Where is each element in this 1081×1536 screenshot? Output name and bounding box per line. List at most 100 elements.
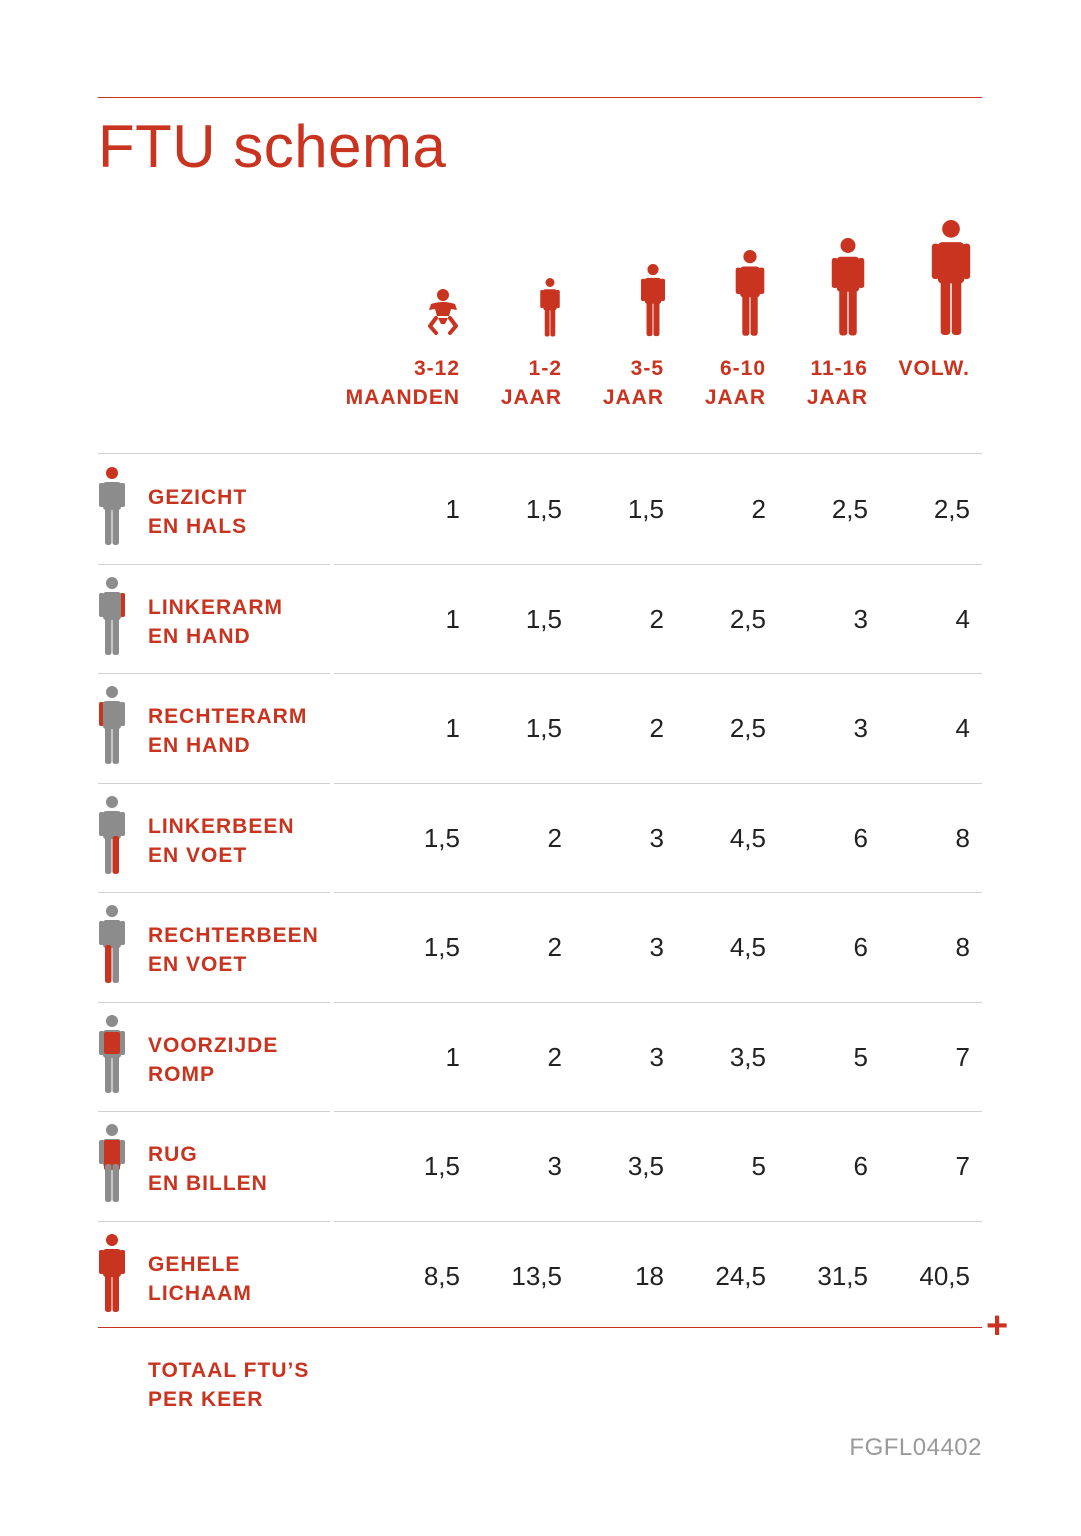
table-cell: 4,5 xyxy=(729,822,766,853)
age-label-line2: JAAR xyxy=(500,386,562,409)
table-cell: 2 xyxy=(547,1041,562,1072)
table-row: RUG EN BILLEN 1,5 3 3,5 5 6 7 xyxy=(98,1112,982,1221)
row-label-line1: LINKERBEEN xyxy=(148,814,295,838)
age-icon-6 xyxy=(931,220,971,343)
row-label: LINKERBEEN EN VOET xyxy=(148,812,295,870)
row-label-line1: RECHTERARM xyxy=(148,705,308,728)
table-cell: 2 xyxy=(649,603,664,634)
body-part-icon xyxy=(98,1014,126,1100)
toddler-icon xyxy=(540,278,560,337)
row-divider xyxy=(98,892,330,893)
table-cell: 40,5 xyxy=(919,1260,970,1291)
table-cell: 1 xyxy=(445,603,460,634)
body-part-icon xyxy=(98,576,126,662)
table-cell: 1,5 xyxy=(525,713,562,743)
table-cell: 4 xyxy=(955,603,970,634)
row-divider xyxy=(98,1220,330,1222)
age-icon-4 xyxy=(735,250,765,343)
table-cell: 3 xyxy=(853,603,868,634)
table-cell: 6 xyxy=(853,1151,868,1181)
left-leg-body-icon xyxy=(99,795,125,874)
child-icon xyxy=(735,250,765,336)
body-part-icon xyxy=(98,795,126,881)
table-cell: 5 xyxy=(853,1041,868,1072)
age-label-line1: 3-5 xyxy=(630,357,664,380)
table-cell: 6 xyxy=(853,932,868,962)
row-divider xyxy=(334,1220,982,1222)
child-icon xyxy=(640,264,666,337)
row-divider xyxy=(98,673,330,674)
table-cell: 3 xyxy=(649,1041,664,1072)
table-cell: 1 xyxy=(445,713,460,743)
table-cell: 8 xyxy=(955,932,970,962)
table-row: RECHTERARM EN HAND 1 1,5 2 2,5 3 4 xyxy=(98,674,982,783)
row-divider xyxy=(334,1001,982,1003)
table-cell: 8,5 xyxy=(423,1260,460,1291)
table-cell: 2 xyxy=(649,713,664,743)
age-icon-3 xyxy=(640,264,666,343)
row-divider xyxy=(98,1001,330,1003)
table-cell: 8 xyxy=(955,822,970,853)
age-label-2: 1-2 JAAR xyxy=(452,354,562,412)
table-cell: 2,5 xyxy=(831,494,868,524)
age-icon-5 xyxy=(831,238,865,343)
row-label-line2: EN VOET xyxy=(148,953,248,976)
age-icon-2 xyxy=(540,278,560,343)
age-label-line1: 1-2 xyxy=(528,357,562,380)
table-cell: 7 xyxy=(955,1041,970,1072)
body-part-icon xyxy=(98,686,126,771)
row-label-line1: GEHELE xyxy=(148,1252,241,1276)
table-cell: 18 xyxy=(635,1260,664,1291)
front-torso-body-icon xyxy=(99,1014,125,1093)
table-cell: 4,5 xyxy=(729,932,766,962)
table-cell: 31,5 xyxy=(817,1260,868,1291)
age-label-4: 6-10 JAAR xyxy=(656,354,766,412)
age-label-line1: 6-10 xyxy=(719,357,766,380)
table-cell: 24,5 xyxy=(715,1260,766,1291)
row-label-line1: LINKERARM xyxy=(148,595,283,619)
age-icon-1 xyxy=(427,288,459,343)
age-label-line1: 11-16 xyxy=(810,357,868,380)
table-row: LINKERBEEN EN VOET 1,5 2 3 4,5 6 8 xyxy=(98,784,982,893)
row-divider xyxy=(98,782,330,784)
row-label-line2: EN HAND xyxy=(148,734,251,757)
table-cell: 2,5 xyxy=(933,494,970,524)
table-cell: 2,5 xyxy=(729,713,766,743)
body-part-icon xyxy=(98,905,126,990)
row-label-line2: EN VOET xyxy=(148,843,248,867)
age-label-6: VOLW. xyxy=(860,354,970,383)
table-cell: 13,5 xyxy=(511,1260,562,1291)
row-divider xyxy=(98,563,330,565)
table-row: GEZICHT EN HALS 1 1,5 1,5 2 2,5 2,5 xyxy=(98,455,982,564)
table-cell: 3,5 xyxy=(627,1151,664,1181)
document-code: FGFL04402 xyxy=(849,1434,982,1461)
table-cell: 5 xyxy=(751,1151,766,1181)
total-label: TOTAAL FTU’S PER KEER xyxy=(148,1356,309,1414)
row-divider xyxy=(334,673,982,674)
head-body-icon xyxy=(99,467,125,545)
row-label-line1: RUG xyxy=(148,1143,198,1166)
right-arm-body-icon xyxy=(99,686,125,764)
whole-body-icon xyxy=(99,1233,125,1312)
table-cell: 1,5 xyxy=(423,822,460,853)
table-row: RECHTERBEEN EN VOET 1,5 2 3 4,5 6 8 xyxy=(98,893,982,1002)
body-part-icon xyxy=(98,467,126,552)
table-cell: 1,5 xyxy=(627,494,664,524)
row-label: GEHELE LICHAAM xyxy=(148,1250,252,1308)
adult-icon xyxy=(931,220,971,336)
row-divider xyxy=(98,453,982,454)
table-cell: 2,5 xyxy=(729,603,766,634)
plus-icon: + xyxy=(986,1305,1009,1347)
row-divider xyxy=(98,1111,330,1112)
table-cell: 3 xyxy=(547,1151,562,1181)
row-label: VOORZIJDE ROMP xyxy=(148,1031,278,1089)
body-part-icon xyxy=(98,1233,126,1319)
row-label: LINKERARM EN HAND xyxy=(148,593,283,651)
age-label-3: 3-5 JAAR xyxy=(554,354,664,412)
table-cell: 2 xyxy=(547,932,562,962)
age-label-line2: JAAR xyxy=(602,386,664,409)
page-title: FTU schema xyxy=(98,113,447,180)
left-arm-body-icon xyxy=(99,576,125,655)
row-divider xyxy=(334,563,982,565)
table-cell: 7 xyxy=(955,1151,970,1181)
